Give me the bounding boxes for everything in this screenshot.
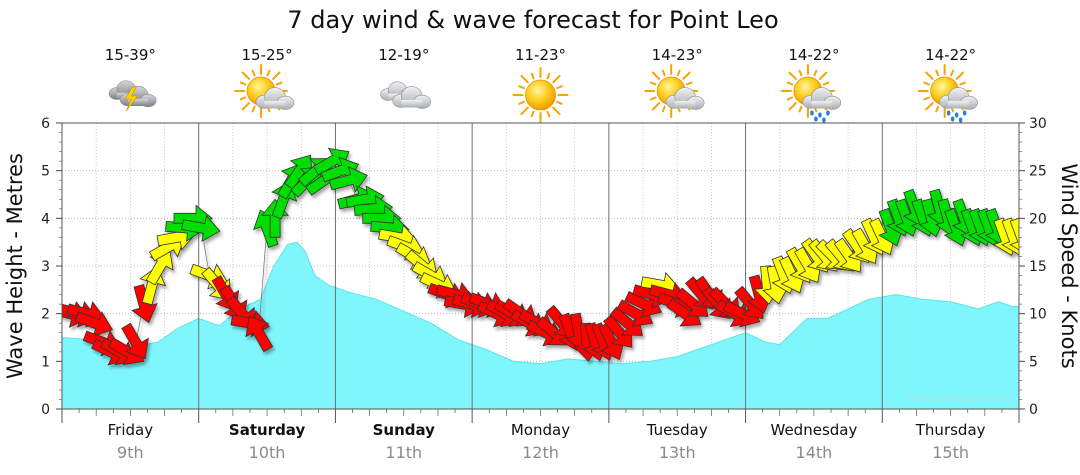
day-headers: 15-39° 15-25° 12-19° 11-23° 14-23° 14-22° 14-2… <box>105 46 978 123</box>
sun-rain-icon <box>780 64 842 123</box>
right-tick-label: 30 <box>1029 116 1047 132</box>
right-axis-title: Wind Speed - Knots <box>1057 163 1080 368</box>
day-name-label: Saturday <box>229 421 306 439</box>
left-tick-label: 1 <box>41 354 50 370</box>
day-date-label: 12th <box>522 443 559 462</box>
day-name-label: Monday <box>511 421 570 439</box>
day-name-label: Friday <box>108 421 154 439</box>
day-temperature-label: 15-39° <box>105 46 156 64</box>
right-tick-label: 15 <box>1029 259 1047 275</box>
plot-area: www.seabreeze.com.au <box>61 122 1020 410</box>
left-tick-label: 2 <box>41 307 50 323</box>
left-y-axis: 0 1 2 3 4 5 6 <box>41 116 62 418</box>
right-tick-label: 25 <box>1029 164 1047 180</box>
day-name-label: Wednesday <box>771 421 858 439</box>
x-axis: Friday 9th Saturday 10th Sunday 11th Monday 12t… <box>61 409 1020 462</box>
day-name-label: Sunday <box>373 421 436 439</box>
wind-arrow <box>1009 217 1019 256</box>
day-date-label: 13th <box>659 443 696 462</box>
wind-arrow <box>245 315 274 353</box>
day-name-label: Thursday <box>915 421 986 439</box>
day-name-label: Tuesday <box>646 421 708 439</box>
watermark: www.seabreeze.com.au <box>906 394 1013 404</box>
left-tick-label: 5 <box>41 164 50 180</box>
right-tick-label: 20 <box>1029 211 1047 227</box>
day-date-label: 10th <box>249 443 286 462</box>
wave-height-series <box>62 241 1019 410</box>
day-date-label: 15th <box>932 443 969 462</box>
wind-arrow <box>181 214 221 242</box>
wind-arrows <box>62 147 1019 366</box>
wind-connector <box>258 227 268 333</box>
day-temperature-label: 15-25° <box>242 46 293 64</box>
day-temperature-label: 14-22° <box>788 46 839 64</box>
day-date-label: 14th <box>796 443 833 462</box>
day-date-label: 9th <box>117 443 144 462</box>
wind-arrow <box>145 248 174 286</box>
sun-icon <box>512 67 569 123</box>
left-tick-label: 3 <box>41 259 50 275</box>
wind-arrow <box>121 322 149 360</box>
day-temperature-label: 14-23° <box>652 46 703 64</box>
right-tick-label: 5 <box>1029 354 1038 370</box>
day-date-label: 11th <box>385 443 422 462</box>
wind-arrow <box>131 283 158 324</box>
sun-cloud-icon <box>644 64 705 118</box>
wind-arrow <box>1001 217 1019 256</box>
storm-cloud-icon <box>108 80 157 112</box>
cloud-icon <box>380 81 431 109</box>
left-tick-label: 6 <box>41 116 50 132</box>
left-tick-label: 0 <box>41 402 50 418</box>
sun-rain-icon <box>917 64 978 123</box>
day-temperature-label: 12-19° <box>378 46 429 64</box>
day-temperature-label: 11-23° <box>515 46 566 64</box>
right-y-axis: 0 5 10 15 20 25 30 <box>1019 116 1047 418</box>
wind-arrow <box>328 166 368 193</box>
right-tick-label: 0 <box>1029 402 1038 418</box>
left-tick-label: 4 <box>41 211 50 227</box>
day-temperature-label: 14-22° <box>925 46 976 64</box>
chart-title: 7 day wind & wave forecast for Point Leo <box>287 6 778 34</box>
wave-height-area <box>62 241 1019 410</box>
sun-cloud-icon <box>234 64 295 118</box>
left-axis-title: Wave Height - Metres <box>3 153 27 379</box>
right-tick-label: 10 <box>1029 307 1047 323</box>
